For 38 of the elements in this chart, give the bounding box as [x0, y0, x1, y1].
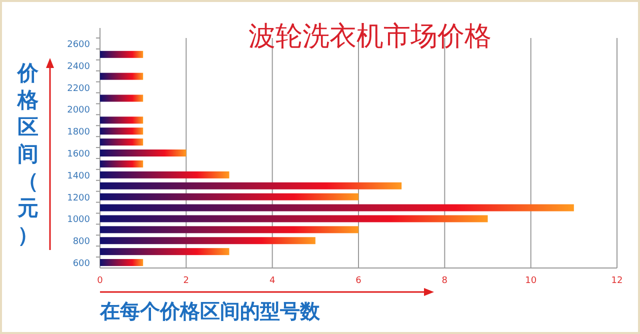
y-tick-label: 1800: [67, 128, 90, 138]
bar: [100, 259, 144, 266]
y-tick-label: 2600: [67, 40, 90, 50]
bar: [100, 160, 144, 168]
y-tick-label: 2000: [67, 106, 90, 116]
bar: [100, 50, 144, 58]
bar: [100, 116, 144, 124]
bar: [100, 226, 358, 234]
bar: [100, 193, 358, 200]
bar: [100, 138, 144, 146]
bar: [100, 237, 316, 244]
y-tick-label: 2400: [67, 62, 90, 72]
bar: [100, 182, 402, 190]
x-tick-label: 10: [525, 276, 537, 286]
x-tick-label: 6: [356, 276, 362, 286]
bar: [100, 128, 144, 135]
y-tick-label: 800: [72, 237, 90, 248]
x-tick-label: 0: [97, 276, 104, 286]
y-tick-label: 1400: [67, 171, 90, 182]
y-tick-label: 1600: [67, 150, 90, 160]
bar: [100, 150, 186, 156]
bar: [100, 72, 144, 80]
x-tick-label: 12: [611, 276, 623, 286]
x-tick-label: 8: [442, 276, 448, 286]
bar: [100, 215, 488, 222]
x-tick-label: 4: [269, 276, 276, 286]
chart-title: 波轮洗衣机市场价格: [248, 21, 492, 52]
bar: [100, 204, 574, 212]
y-axis-title: 价格区间（元）: [16, 61, 40, 247]
y-tick-label: 1000: [67, 215, 90, 226]
y-tick-label: 600: [72, 259, 90, 270]
bar: [100, 248, 230, 256]
bar: [100, 171, 230, 178]
x-tick-label: 2: [183, 276, 190, 286]
y-tick-label: 1200: [67, 193, 90, 204]
y-tick-label: 2200: [67, 84, 90, 94]
bar: [100, 94, 144, 102]
x-axis-title: 在每个价格区间的型号数: [99, 299, 321, 323]
